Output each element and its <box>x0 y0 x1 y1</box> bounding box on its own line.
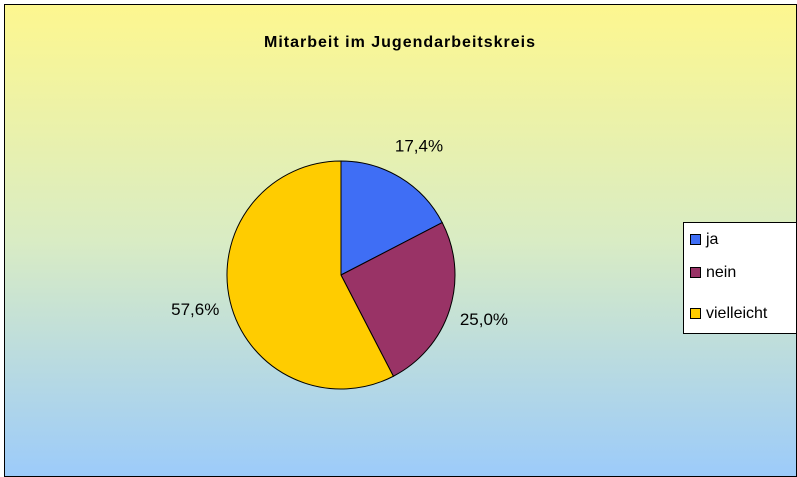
legend-label: vielleicht <box>706 305 768 322</box>
chart-title: Mitarbeit im Jugendarbeitskreis <box>264 34 536 51</box>
legend-label: ja <box>705 231 719 248</box>
pie-slice <box>340 221 456 377</box>
legend-swatch <box>690 308 701 319</box>
legend <box>683 222 797 334</box>
legend-swatch <box>690 267 701 278</box>
legend-label: nein <box>706 264 736 281</box>
data-label: 57,6% <box>171 300 219 319</box>
data-label: 25,0% <box>460 310 508 329</box>
legend-swatch <box>690 234 701 245</box>
pie-slice <box>340 160 443 276</box>
pie-slice <box>226 160 395 390</box>
data-label: 17,4% <box>395 136 443 155</box>
